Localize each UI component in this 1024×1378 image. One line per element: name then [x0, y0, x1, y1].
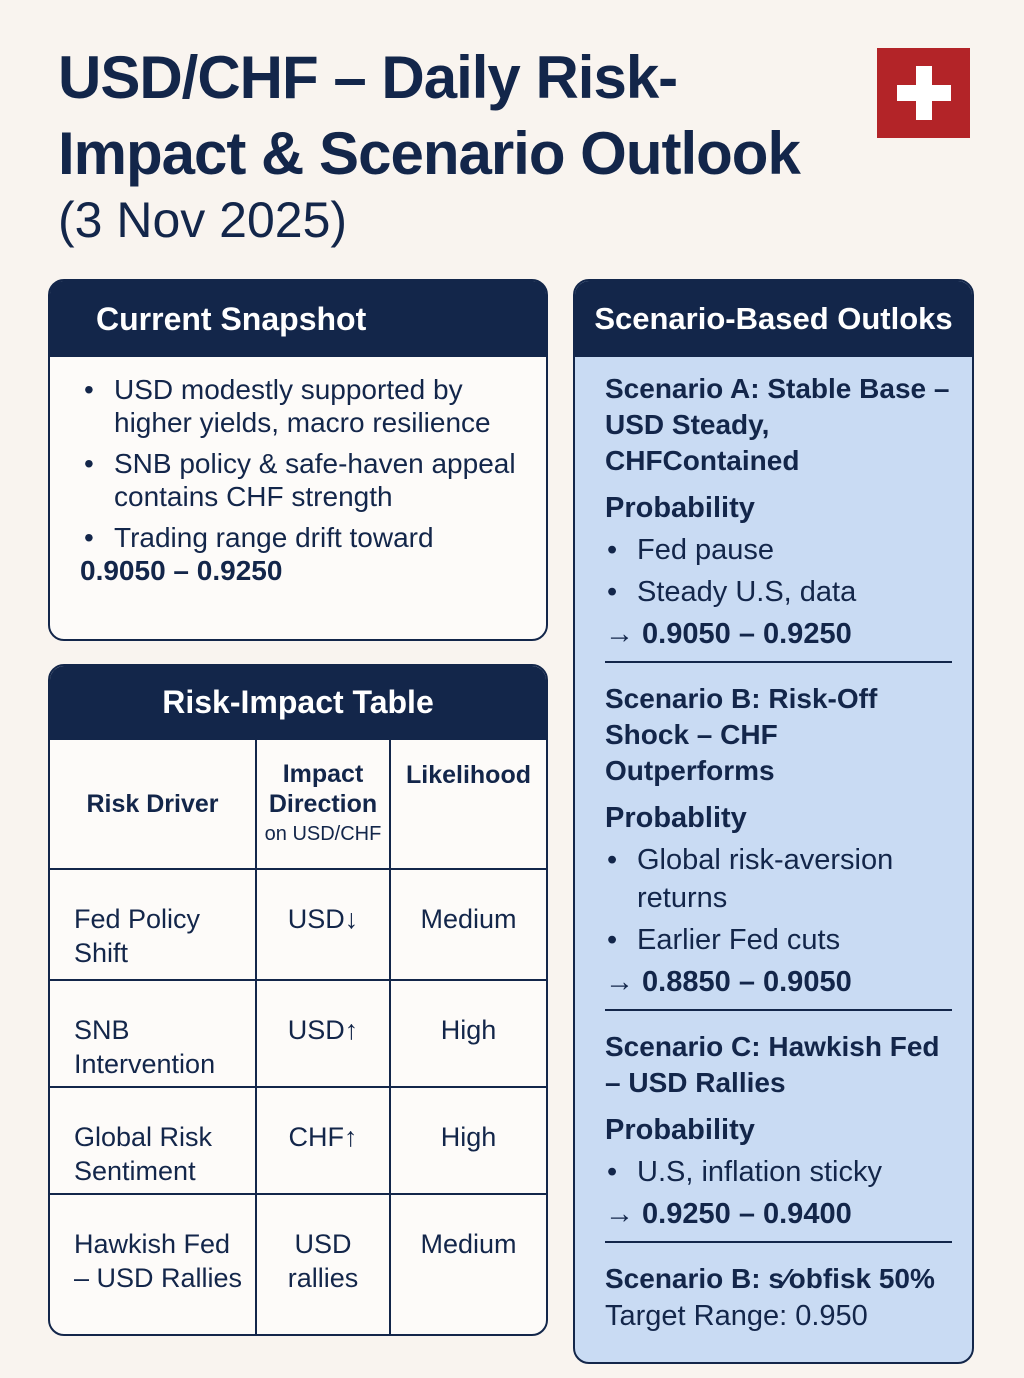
- current-snapshot-card: Current Snapshot USD modestly supported …: [48, 279, 548, 641]
- snapshot-range: 0.9050 – 0.9250: [80, 555, 283, 586]
- snapshot-title: Current Snapshot: [50, 281, 546, 357]
- risk-impact-table-card: Risk-Impact Table Risk Driver Impact Dir…: [48, 664, 548, 1336]
- scenario-outlooks-card: Scenario-Based Outloks Scenario A: Stabl…: [573, 279, 974, 1364]
- risk-table-title: Risk-Impact Table: [50, 666, 546, 738]
- table-row: Global Risk Sentiment CHF↑ High: [50, 1086, 546, 1195]
- table-row: Fed Policy Shift USD↓ Medium: [50, 868, 546, 981]
- header-likelihood: Likelihood: [389, 738, 546, 870]
- scenario-probability: Probability: [605, 492, 755, 524]
- cell: Medium: [389, 868, 546, 981]
- snapshot-item: Trading range drift toward: [84, 521, 528, 554]
- snapshot-item-text: Trading range drift toward: [114, 522, 434, 553]
- page-title: USD/CHF – Daily Risk- Impact & Scenario O…: [58, 40, 801, 192]
- title-line-1: USD/CHF – Daily Risk-: [58, 44, 678, 111]
- snapshot-item: SNB policy & safe-haven appeal contains …: [84, 447, 528, 513]
- scenario-b: Scenario B: Risk-Off Shock – CHF Outperf…: [605, 681, 952, 1011]
- cell: USD rallies: [255, 1193, 391, 1334]
- table-header-row: Risk Driver Impact Direction on USD/CHF L…: [50, 738, 546, 870]
- swiss-flag-icon: [877, 48, 970, 138]
- summary-scenario: Scenario B: s⁄obfisk 50%: [605, 1263, 935, 1294]
- scenario-bullet: Earlier Fed cuts: [605, 921, 952, 959]
- scenario-title: Scenario A: Stable Base – USD Steady, CH…: [605, 373, 950, 476]
- cell: Global Risk Sentiment: [50, 1086, 257, 1195]
- scenario-bullet: U.S, inflation sticky: [605, 1153, 952, 1191]
- title-line-2: Impact & Scenario Outlook: [58, 120, 801, 187]
- scenario-c: Scenario C: Hawkish Fed – USD Rallies Pr…: [605, 1029, 952, 1243]
- header-impact-label: Impact Direction: [268, 760, 378, 818]
- page-date: (3 Nov 2025): [58, 192, 348, 248]
- scenario-probability: Probablity: [605, 802, 747, 834]
- cell: Hawkish Fed – USD Rallies: [50, 1193, 257, 1334]
- scenarios-title: Scenario-Based Outloks: [575, 281, 972, 357]
- table-row: SNB Intervention USD↑ High: [50, 979, 546, 1088]
- cell: CHF↑: [255, 1086, 391, 1195]
- scenario-range: → 0.9050 – 0.9250: [605, 618, 852, 650]
- cell: High: [389, 979, 546, 1088]
- cell: Medium: [389, 1193, 546, 1334]
- cell: USD↓: [255, 868, 391, 981]
- scenario-title: Scenario B: Risk-Off Shock – CHF Outperf…: [605, 683, 878, 786]
- scenario-range: → 0.9250 – 0.9400: [605, 1198, 852, 1230]
- cell: High: [389, 1086, 546, 1195]
- scenario-bullet: Global risk-aversion returns: [605, 841, 952, 917]
- snapshot-item: USD modestly supported by higher yields,…: [84, 373, 528, 439]
- risk-impact-table: Risk Driver Impact Direction on USD/CHF L…: [50, 738, 546, 1334]
- scenario-bullet: Steady U.S, data: [605, 573, 952, 611]
- scenario-probability: Probability: [605, 1114, 755, 1146]
- cell: Fed Policy Shift: [50, 868, 257, 981]
- header-impact-sub: on USD/CHF: [264, 823, 382, 845]
- header-impact: Impact Direction on USD/CHF: [255, 738, 391, 870]
- cell: USD↑: [255, 979, 391, 1088]
- header-risk-driver: Risk Driver: [50, 738, 257, 870]
- scenario-a: Scenario A: Stable Base – USD Steady, CH…: [605, 371, 952, 663]
- cell: SNB Intervention: [50, 979, 257, 1088]
- scenario-title: Scenario C: Hawkish Fed – USD Rallies: [605, 1031, 940, 1098]
- table-row: Hawkish Fed – USD Rallies USD rallies Medi…: [50, 1193, 546, 1334]
- scenario-summary: Scenario B: s⁄obfisk 50% Target Range: 0…: [605, 1261, 952, 1343]
- scenario-bullet: Fed pause: [605, 531, 952, 569]
- scenario-range: → 0.8850 – 0.9050: [605, 966, 852, 998]
- summary-target: Target Range: 0.950: [605, 1300, 868, 1332]
